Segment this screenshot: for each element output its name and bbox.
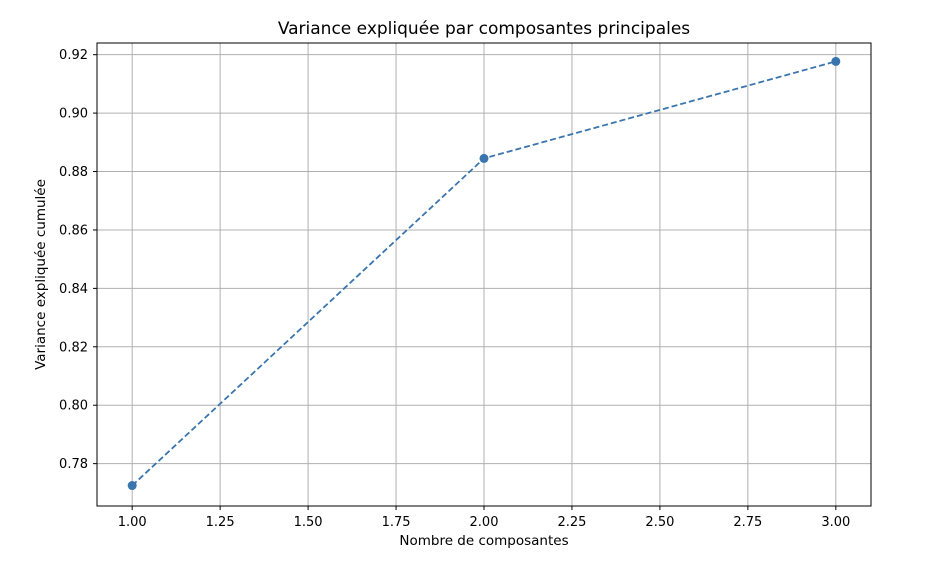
y-tick-label: 0.78 [59, 457, 88, 472]
grid [97, 43, 871, 506]
x-tick-label: 1.00 [118, 515, 147, 530]
data-point [127, 481, 137, 491]
x-axis-title: Nombre de composantes [399, 533, 568, 549]
y-tick-label: 0.92 [59, 48, 88, 63]
y-tick-label: 0.88 [59, 165, 88, 180]
chart-title: Variance expliquée par composantes princ… [278, 19, 690, 39]
y-tick-label: 0.80 [59, 399, 88, 414]
data-point [479, 153, 489, 163]
x-tick-label: 1.25 [206, 515, 235, 530]
x-tick-label: 1.50 [294, 515, 323, 530]
y-tick-label: 0.90 [59, 107, 88, 122]
series-layer [127, 56, 841, 491]
y-tick-label: 0.82 [59, 340, 88, 355]
x-tick-label: 3.00 [821, 515, 850, 530]
x-tick-label: 2.50 [645, 515, 674, 530]
ticks: 1.00 1.25 1.50 1.75 2.00 2.25 2.50 2.75 3.00 0.78… [59, 48, 850, 530]
x-tick-label: 2.25 [557, 515, 586, 530]
y-tick-label: 0.86 [59, 223, 88, 238]
data-point [831, 56, 841, 66]
x-tick-label: 1.75 [382, 515, 411, 530]
x-tick-label: 2.75 [733, 515, 762, 530]
y-axis-title: Variance expliquée cumulée [33, 179, 49, 370]
y-tick-label: 0.84 [59, 282, 88, 297]
x-tick-label: 2.00 [470, 515, 499, 530]
